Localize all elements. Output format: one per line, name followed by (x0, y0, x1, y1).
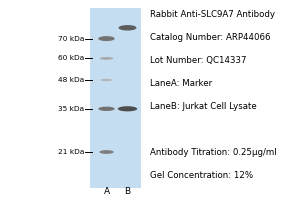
Text: 35 kDa: 35 kDa (58, 106, 84, 112)
Text: LaneB: Jurkat Cell Lysate: LaneB: Jurkat Cell Lysate (150, 102, 257, 111)
Ellipse shape (100, 57, 113, 60)
Ellipse shape (100, 79, 112, 81)
Bar (90, 8, 141, 188)
Text: Lot Number: QC14337: Lot Number: QC14337 (150, 56, 247, 65)
Ellipse shape (98, 107, 115, 111)
Ellipse shape (118, 106, 137, 111)
Text: B: B (124, 187, 130, 196)
Text: A: A (103, 187, 109, 196)
Text: Rabbit Anti-SLC9A7 Antibody: Rabbit Anti-SLC9A7 Antibody (150, 10, 275, 19)
Ellipse shape (99, 150, 114, 154)
Ellipse shape (118, 25, 136, 31)
Text: 48 kDa: 48 kDa (58, 77, 84, 83)
Text: LaneA: Marker: LaneA: Marker (150, 79, 212, 88)
Text: 21 kDa: 21 kDa (58, 149, 84, 155)
Ellipse shape (98, 36, 115, 41)
Text: Gel Concentration: 12%: Gel Concentration: 12% (150, 171, 253, 180)
Text: 60 kDa: 60 kDa (58, 55, 84, 61)
Text: Antibody Titration: 0.25μg/ml: Antibody Titration: 0.25μg/ml (150, 148, 277, 157)
Text: Catalog Number: ARP44066: Catalog Number: ARP44066 (150, 33, 271, 42)
Text: 70 kDa: 70 kDa (58, 36, 84, 42)
